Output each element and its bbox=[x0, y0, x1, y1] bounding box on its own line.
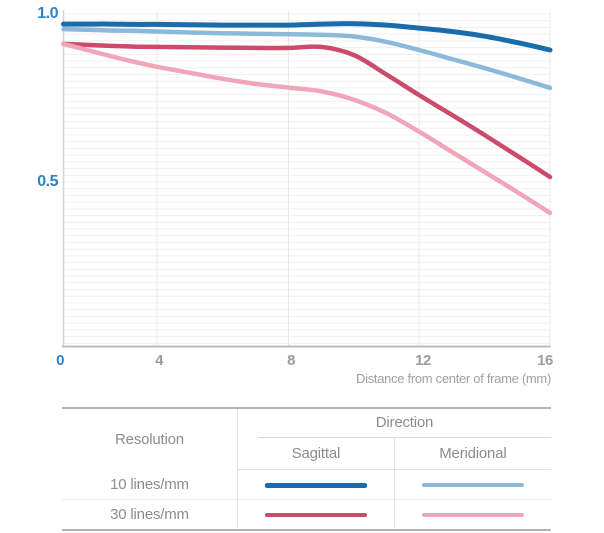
legend-row-10-lines: 10 lines/mm bbox=[62, 469, 551, 500]
legend-row-30-lines: 30 lines/mm bbox=[62, 499, 551, 531]
legend-header-direction-label: Direction bbox=[258, 409, 551, 438]
legend-header-sagittal: Sagittal bbox=[237, 438, 395, 470]
x-axis-title: Distance from center of frame (mm) bbox=[356, 371, 551, 386]
x-tick-8: 8 bbox=[287, 352, 295, 369]
y-axis-label-0.5: 0.5 bbox=[37, 173, 58, 190]
x-tick-0: 0 bbox=[56, 352, 64, 369]
x-tick-4: 4 bbox=[155, 352, 163, 369]
swatch-10-meridional bbox=[421, 483, 524, 488]
swatch-30-meridional bbox=[421, 513, 524, 518]
series-10-lines-mm-sagittal bbox=[61, 21, 553, 53]
series-30-lines-mm-sagittal bbox=[61, 41, 553, 180]
mtf-chart-canvas bbox=[61, 10, 553, 348]
series-30-lines-mm-meridional bbox=[61, 41, 553, 216]
swatch-30-sagittal bbox=[264, 513, 367, 518]
swatch-10-sagittal bbox=[264, 482, 367, 488]
x-tick-16: 16 bbox=[537, 352, 553, 369]
legend-table: Resolution Direction Sagittal Meridional… bbox=[62, 407, 551, 531]
legend-row-label: 10 lines/mm bbox=[62, 469, 238, 500]
legend-row-label: 30 lines/mm bbox=[62, 499, 238, 531]
legend-header-resolution: Resolution bbox=[62, 408, 238, 470]
y-axis-label-1.0: 1.0 bbox=[37, 5, 58, 22]
legend-header-meridional: Meridional bbox=[393, 438, 551, 470]
series-10-lines-mm-meridional bbox=[61, 26, 553, 91]
mtf-chart: 1.0 0.5 0 4 8 12 16 Distance from center… bbox=[37, 5, 553, 386]
x-tick-12: 12 bbox=[415, 352, 431, 369]
legend-header-direction: Direction bbox=[238, 408, 551, 438]
